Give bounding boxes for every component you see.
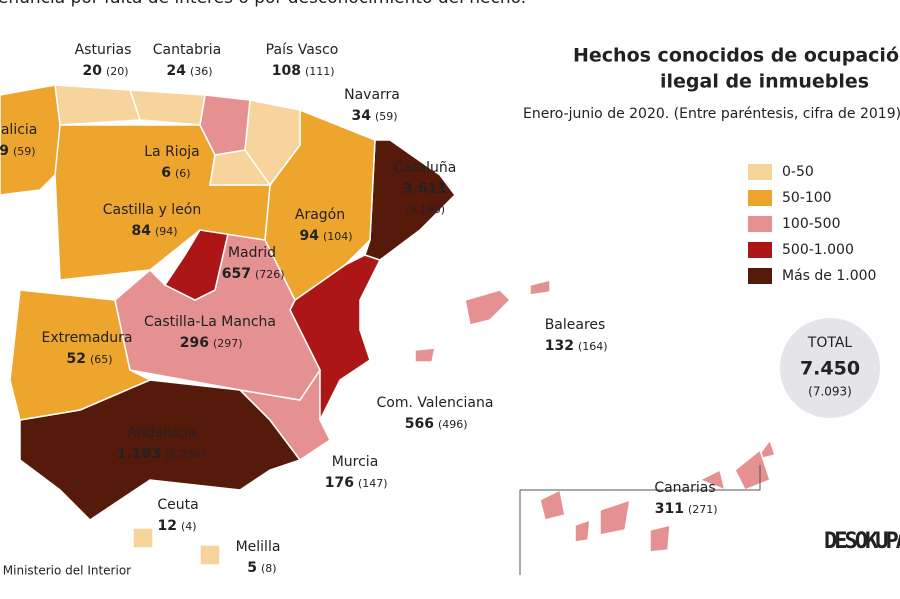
region-name: Cataluña (394, 160, 457, 176)
legend-swatch (748, 164, 772, 180)
region-value: 657 (222, 266, 251, 282)
region-previous: (164) (578, 340, 608, 353)
source: Fuente: Ministerio del Interior (0, 564, 131, 578)
region-previous: (6) (175, 167, 191, 180)
region-shape (54, 84, 142, 126)
legend-label: 100-500 (782, 216, 841, 232)
region-value: 84 (132, 223, 152, 239)
region-shape (649, 524, 671, 553)
region-name: País Vasco (266, 42, 339, 58)
region-previous: (59) (13, 145, 36, 158)
region-name: Com. Valenciana (377, 395, 494, 411)
title: Hechos conocidos de ocupación (573, 45, 900, 67)
region-shape (599, 498, 631, 536)
region-name: Canarias (654, 480, 715, 496)
region-previous: (59) (375, 110, 398, 123)
region-value: 20 (83, 63, 103, 79)
region-previous: (94) (155, 225, 178, 238)
region-name: Murcia (332, 454, 379, 470)
region-value: 5 (247, 560, 257, 576)
legend-swatch (748, 268, 772, 284)
region-previous: (1.236) (165, 448, 205, 461)
region-shape (698, 468, 727, 492)
region-value: 132 (545, 338, 574, 354)
region-name: Castilla-La Mancha (144, 314, 276, 330)
region-value: 94 (300, 228, 320, 244)
canarias-frame (519, 465, 761, 575)
region-previous: (111) (305, 65, 335, 78)
region-name: Baleares (545, 317, 606, 333)
region-shape (464, 289, 512, 326)
region-name: Andalucía (128, 425, 197, 441)
region-name: Madrid (228, 245, 276, 261)
total-label: TOTAL (807, 335, 853, 351)
region-previous: (8) (261, 562, 277, 575)
legend-swatch (748, 190, 772, 206)
region-shape (199, 544, 221, 566)
region-value: 176 (325, 475, 354, 491)
region-previous: (726) (255, 268, 285, 281)
region-value: 3.611 (403, 181, 447, 197)
region-name: Castilla y león (103, 202, 202, 218)
region-name: Ceuta (157, 497, 198, 513)
region-shape (574, 518, 591, 543)
region-value: 6 (161, 165, 171, 181)
region-value: 1.183 (117, 446, 161, 462)
region-previous: (3.190) (405, 203, 445, 216)
region-name: Cantabria (153, 42, 221, 58)
total-circle (780, 318, 880, 418)
region-value: 566 (405, 416, 434, 432)
region-previous: (20) (106, 65, 129, 78)
subtitle: Enero-junio de 2020. (Entre paréntesis, … (523, 106, 900, 122)
region-name: Galicia (0, 122, 37, 138)
region-shape (364, 139, 456, 261)
legend-label: 50-100 (782, 190, 832, 206)
top-note: la no denuncia por falta de interés o po… (0, 0, 526, 8)
region-shape (539, 488, 566, 521)
legend-label: 0-50 (782, 164, 814, 180)
total-value: 7.450 (800, 358, 860, 380)
region-name: Aragón (295, 207, 345, 223)
region-previous: (36) (190, 65, 213, 78)
legend-swatch (748, 216, 772, 232)
legend-label: 500-1.000 (782, 242, 854, 258)
region-value: 311 (655, 501, 684, 517)
logo: DESOKUPA (824, 529, 900, 554)
region-previous: (496) (438, 418, 468, 431)
total-previous: (7.093) (808, 385, 852, 399)
region-value: 108 (272, 63, 301, 79)
region-previous: (65) (90, 353, 113, 366)
region-shape (132, 527, 154, 549)
region-name: Extremadura (42, 330, 133, 346)
region-previous: (147) (358, 477, 388, 490)
legend-label: Más de 1.000 (782, 268, 876, 284)
region-previous: (271) (688, 503, 718, 516)
region-shape (529, 279, 551, 296)
region-previous: (297) (213, 337, 243, 350)
region-name: Melilla (236, 539, 281, 555)
region-value: 52 (67, 351, 86, 367)
region-previous: (4) (181, 520, 197, 533)
region-shape (0, 84, 61, 196)
region-value: 12 (158, 518, 177, 534)
region-shape (128, 89, 206, 126)
region-shape (734, 448, 771, 491)
region-name: Navarra (344, 87, 400, 103)
region-value: 296 (180, 335, 209, 351)
title: ilegal de inmuebles (660, 71, 869, 93)
region-value: 34 (352, 108, 372, 124)
region-name: La Rioja (144, 144, 199, 160)
region-previous: (104) (323, 230, 353, 243)
region-name: Asturias (75, 42, 132, 58)
region-value: 24 (167, 63, 187, 79)
legend-swatch (748, 242, 772, 258)
region-value: 79 (0, 143, 9, 159)
region-shape (414, 347, 436, 363)
